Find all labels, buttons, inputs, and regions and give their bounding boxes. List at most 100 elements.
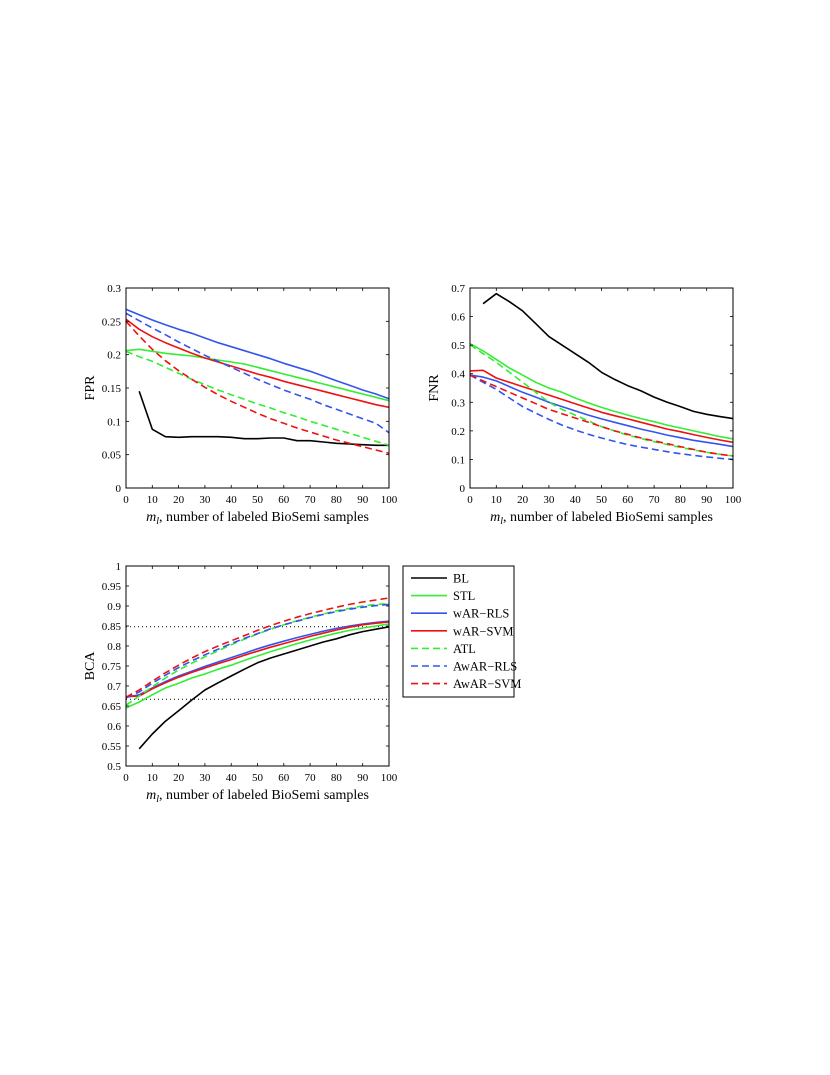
y-tick-label: 0.8 — [107, 641, 121, 653]
y-tick-label: 0.5 — [107, 761, 121, 773]
x-tick-label: 100 — [725, 494, 742, 506]
x-tick-label: 80 — [331, 494, 343, 506]
legend-label-bl: BL — [453, 572, 469, 586]
x-axis-label: ml, number of labeled BioSemi samples — [146, 510, 369, 527]
y-axis-label: FNR — [427, 374, 442, 402]
series-line-awar-rls — [125, 603, 390, 699]
series-line-war-svm — [469, 369, 734, 444]
y-tick-label: 0.3 — [107, 283, 121, 295]
x-axis-label: ml, number of labeled BioSemi samples — [146, 788, 369, 805]
series-line-awar-svm — [469, 374, 734, 457]
x-axis-label-text: , number of labeled BioSemi samples — [159, 510, 369, 525]
series-line-war-rls — [125, 620, 390, 698]
x-tick-label: 60 — [622, 494, 634, 506]
legend-label-atl: ATL — [453, 642, 476, 656]
series-line-bl — [482, 292, 734, 420]
series-line-awar-rls — [469, 374, 734, 461]
x-tick-label: 80 — [675, 494, 687, 506]
x-axis-label-var: m — [146, 510, 156, 525]
y-tick-label: 0.9 — [107, 601, 121, 613]
x-axis-label-text: , number of labeled BioSemi samples — [159, 788, 369, 803]
series-line-stl — [125, 623, 390, 709]
plot-area — [470, 288, 733, 488]
series-line-stl — [469, 342, 734, 440]
fpr-chart: 0 10 20 30 40 50 60 70 80 90 100 0 0.05 0.1 0.15 0.2 0.2… — [83, 283, 398, 527]
series-line-awar-svm — [125, 597, 390, 698]
series-line-awar-svm — [125, 320, 390, 455]
y-tick-label: 0.1 — [451, 454, 465, 466]
x-tick-label: 100 — [381, 772, 398, 784]
plot-area — [126, 288, 389, 488]
x-tick-label: 40 — [226, 772, 238, 784]
x-tick-label: 10 — [491, 494, 503, 506]
series-line-war-rls — [125, 308, 390, 400]
x-axis-label-sub: l — [156, 794, 159, 805]
x-tick-label: 50 — [252, 494, 264, 506]
y-tick-label: 1 — [116, 561, 122, 573]
series-line-war-svm — [125, 621, 390, 698]
x-tick-label: 70 — [305, 772, 317, 784]
y-tick-label: 0.2 — [451, 426, 465, 438]
y-tick-label: 0.55 — [102, 741, 122, 753]
y-tick-label: 0.7 — [451, 283, 465, 295]
y-tick-label: 0.85 — [102, 621, 122, 633]
x-tick-label: 40 — [570, 494, 582, 506]
x-tick-label: 10 — [147, 494, 159, 506]
legend-label-war-rls: wAR−RLS — [453, 607, 509, 621]
x-tick-label: 30 — [199, 772, 211, 784]
y-tick-label: 0.1 — [107, 416, 121, 428]
x-tick-label: 80 — [331, 772, 343, 784]
x-tick-label: 50 — [596, 494, 608, 506]
x-tick-label: 10 — [147, 772, 159, 784]
x-tick-label: 0 — [467, 494, 473, 506]
x-axis-label-var: m — [490, 510, 500, 525]
y-tick-label: 0 — [460, 483, 466, 495]
y-tick-label: 0.2 — [107, 350, 121, 362]
y-tick-label: 0.7 — [107, 681, 121, 693]
x-tick-label: 40 — [226, 494, 238, 506]
x-tick-label: 50 — [252, 772, 264, 784]
x-tick-label: 60 — [278, 494, 290, 506]
y-tick-label: 0.4 — [451, 369, 465, 381]
x-tick-label: 100 — [381, 494, 398, 506]
x-tick-label: 90 — [701, 494, 713, 506]
x-tick-label: 90 — [357, 772, 369, 784]
x-axis-label-sub: l — [156, 516, 159, 527]
y-tick-label: 0.65 — [102, 701, 122, 713]
x-tick-label: 20 — [173, 494, 185, 506]
y-tick-label: 0.3 — [451, 397, 465, 409]
y-tick-label: 0.25 — [102, 316, 122, 328]
series-line-war-rls — [469, 374, 734, 448]
x-tick-label: 90 — [357, 494, 369, 506]
y-tick-label: 0.95 — [102, 581, 122, 593]
x-tick-label: 0 — [123, 772, 129, 784]
legend-label-war-svm: wAR−SVM — [453, 624, 514, 638]
y-tick-label: 0.15 — [102, 383, 122, 395]
x-axis-label-text: , number of labeled BioSemi samples — [503, 510, 713, 525]
x-tick-label: 60 — [278, 772, 290, 784]
x-tick-label: 20 — [517, 494, 529, 506]
legend: BL STL wAR−RLS wAR−SVM ATL AwAR−RLS AwAR−SVM — [402, 565, 521, 698]
fnr-chart: 0 10 20 30 40 50 60 70 80 90 100 0 0.1 0.2 0.3 0.4 0.5 0.… — [427, 283, 742, 527]
y-tick-label: 0.05 — [102, 450, 122, 462]
x-tick-label: 70 — [649, 494, 661, 506]
x-tick-label: 70 — [305, 494, 317, 506]
y-axis-label: FPR — [83, 375, 98, 401]
legend-label-stl: STL — [453, 589, 475, 603]
series-line-awar-rls — [125, 312, 390, 434]
y-tick-label: 0.6 — [451, 312, 465, 324]
bca-chart: 0 10 20 30 40 50 60 70 80 90 100 0.5 0.55 0.6 0.65 0.7 0… — [83, 561, 398, 805]
x-axis-label-var: m — [146, 788, 156, 803]
legend-label-awar-rls: AwAR−RLS — [453, 660, 517, 674]
series-line-bl — [138, 626, 390, 750]
y-tick-label: 0.6 — [107, 721, 121, 733]
y-tick-label: 0.75 — [102, 661, 122, 673]
plot-area — [126, 566, 389, 766]
y-axis-label: BCA — [83, 651, 98, 681]
series-line-war-svm — [125, 318, 390, 409]
x-tick-label: 30 — [199, 494, 211, 506]
x-axis-label-sub: l — [500, 516, 503, 527]
x-tick-label: 30 — [543, 494, 555, 506]
x-tick-label: 0 — [123, 494, 129, 506]
